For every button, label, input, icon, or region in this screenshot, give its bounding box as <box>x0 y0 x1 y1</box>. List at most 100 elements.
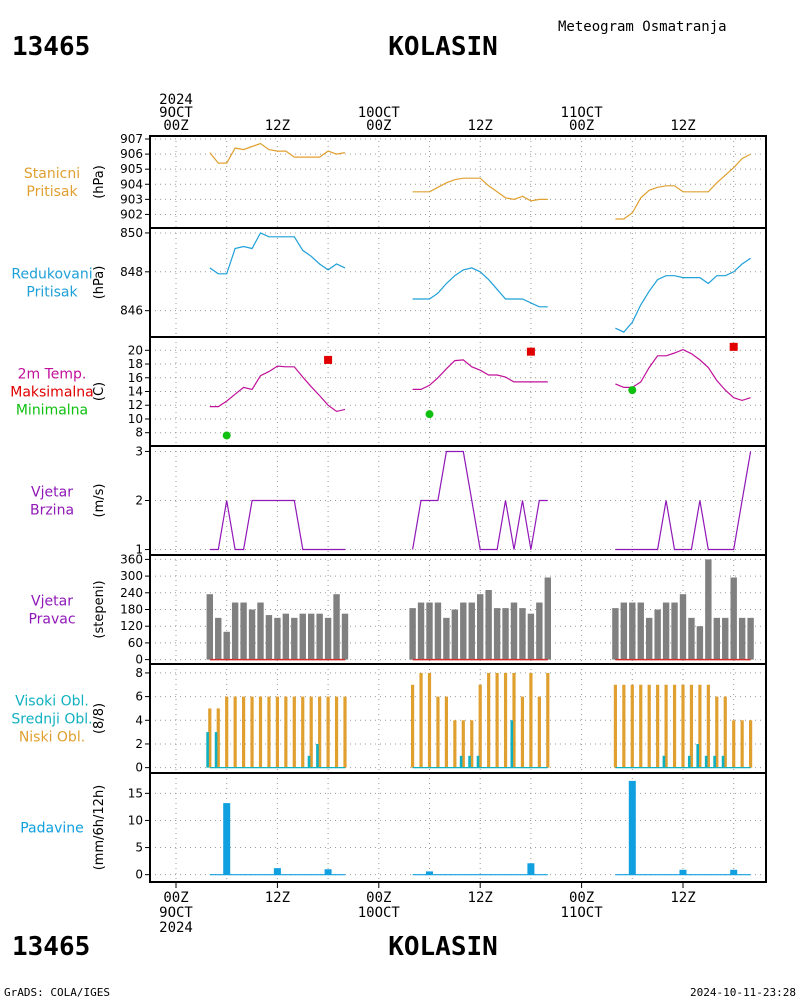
direction-bar <box>341 613 349 660</box>
y-axis-label: (8/8) <box>92 703 107 734</box>
direction-bar <box>688 617 695 660</box>
cloud-low-bar <box>537 696 541 768</box>
station-name: KOLASIN <box>388 32 498 62</box>
direction-bar <box>696 626 704 660</box>
y-tick-label: 14 <box>128 385 143 399</box>
cloud-low-bar <box>487 672 491 768</box>
series-line <box>412 267 548 308</box>
cloud-low-bar <box>681 684 685 768</box>
direction-bar <box>240 602 247 660</box>
cloud-low-bar <box>258 696 263 768</box>
cloud-low-bar <box>453 720 457 768</box>
series-line <box>209 499 345 551</box>
direction-bar <box>747 617 754 660</box>
direction-bar <box>637 602 644 660</box>
direction-bar <box>722 617 729 660</box>
direction-bar <box>451 609 459 660</box>
y-tick-label: 12 <box>128 398 143 412</box>
y-tick-label: 906 <box>120 147 143 161</box>
panel-frame <box>149 227 767 338</box>
cloud-low-bar <box>520 696 525 768</box>
time-label: 12Z <box>670 890 695 906</box>
panel-label: Pritisak <box>26 184 78 200</box>
direction-bar <box>485 590 492 660</box>
direction-bar <box>460 602 467 660</box>
station-id: 13465 <box>12 32 90 62</box>
series-line <box>615 257 751 333</box>
precip-bar <box>324 869 332 875</box>
cloud-low-bar <box>630 684 634 768</box>
y-tick-label: 902 <box>120 207 143 221</box>
direction-bar <box>215 617 222 660</box>
precip-bar <box>679 869 687 875</box>
time-label: 9OCT <box>159 105 193 121</box>
y-tick-label: 180 <box>120 603 143 617</box>
direction-bar <box>223 631 230 660</box>
direction-bar <box>417 602 425 660</box>
time-label: 12Z <box>265 118 290 134</box>
cloud-low-bar <box>647 684 651 768</box>
panel-label: Vjetar <box>31 594 73 610</box>
tmin-marker <box>222 431 231 440</box>
y-tick-label: 120 <box>120 619 143 633</box>
cloud-low-bar <box>689 684 694 768</box>
time-label: 00Z <box>163 118 188 134</box>
cloud-mid-bar <box>687 755 691 768</box>
cloud-low-bar <box>284 696 288 768</box>
cloud-low-bar <box>698 684 702 768</box>
panel-label: Padavine <box>20 821 84 837</box>
time-label: 00Z <box>163 890 188 906</box>
panel-wind_speed: 1 2 3 (m/s) Vjetar Brzina <box>30 444 767 557</box>
y-tick-label: 848 <box>120 265 143 279</box>
panel-label: Visoki Obl. <box>15 694 89 710</box>
panel-label: 2m Temp. <box>18 367 87 383</box>
tmin-marker <box>425 410 434 419</box>
panel-reduced_pressure: 846 848 850 (hPa)Redukovani Pritisak <box>11 226 767 338</box>
cloud-low-bar <box>503 672 508 768</box>
cloud-low-bar <box>334 696 339 768</box>
direction-bar <box>409 608 416 660</box>
tmax-marker <box>526 347 535 356</box>
chart-subtitle: Meteogram Osmatranja <box>558 19 727 35</box>
time-label: 12Z <box>265 890 290 906</box>
series-line <box>209 232 346 275</box>
direction-bar <box>738 617 746 660</box>
y-tick-label: 1 <box>135 543 143 557</box>
y-tick-label: 0 <box>135 761 143 775</box>
cloud-low-bar <box>512 672 516 768</box>
cloud-low-bar <box>546 672 550 768</box>
series-line <box>412 177 548 202</box>
direction-bar <box>510 602 518 660</box>
direction-bar <box>477 594 484 660</box>
cloud-low-bar <box>672 684 677 768</box>
y-tick-label: 18 <box>128 357 143 371</box>
direction-bar <box>646 617 653 660</box>
time-label: 12Z <box>468 118 493 134</box>
cloud-low-bar <box>495 672 499 768</box>
cloud-low-bar <box>706 684 710 768</box>
y-tick-label: 300 <box>120 569 143 583</box>
y-tick-label: 3 <box>135 444 143 458</box>
cloud-low-bar <box>664 684 668 768</box>
direction-bar <box>527 613 535 660</box>
y-tick-label: 4 <box>135 713 143 727</box>
panel-label: Pritisak <box>26 285 78 301</box>
direction-bar <box>493 608 501 660</box>
cloud-mid-bar <box>713 755 716 768</box>
direction-bar <box>291 617 298 660</box>
direction-bar <box>620 602 628 660</box>
cloud-low-bar <box>242 696 246 768</box>
y-tick-label: 5 <box>135 841 143 855</box>
series-line <box>412 359 548 390</box>
series-line <box>615 451 752 551</box>
cloud-low-bar <box>427 672 432 768</box>
y-tick-label: 0 <box>135 868 143 882</box>
cloud-low-bar <box>292 696 296 768</box>
direction-bar <box>324 617 332 660</box>
cloud-low-bar <box>715 696 719 768</box>
y-tick-label: 15 <box>128 786 143 800</box>
cloud-low-bar <box>216 708 220 768</box>
cloud-low-bar <box>225 696 229 768</box>
